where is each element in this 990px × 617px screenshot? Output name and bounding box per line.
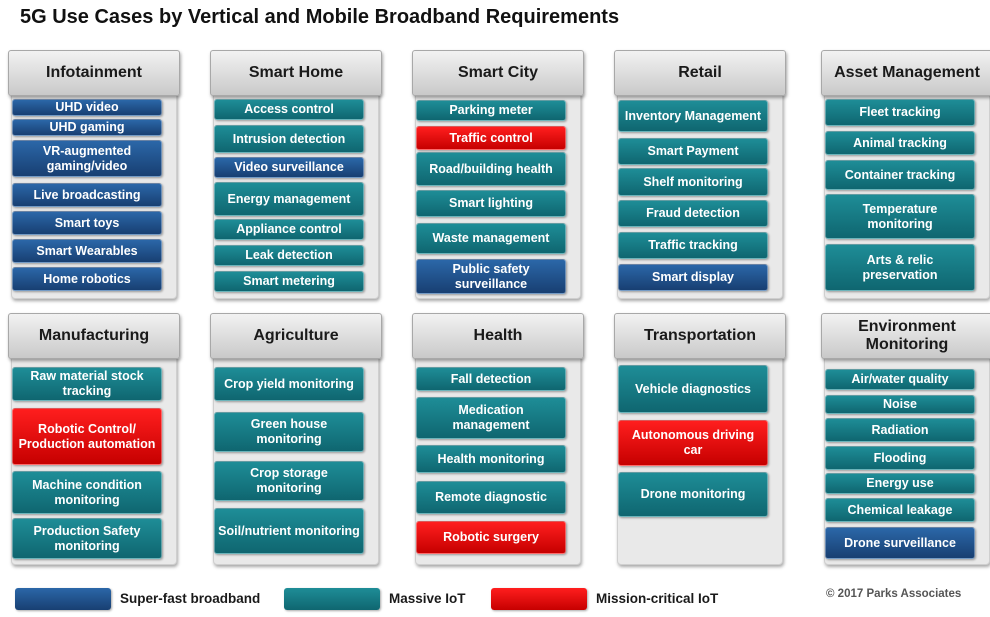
use-case-autonomous-driving-car: Autonomous driving car [618, 420, 768, 466]
use-case-air-water-quality: Air/water quality [825, 369, 975, 390]
vertical-title-health: Health [412, 313, 584, 359]
use-case-green-house-monitoring: Green house monitoring [214, 412, 364, 452]
use-case-appliance-control: Appliance control [214, 219, 364, 240]
use-case-energy-management: Energy management [214, 182, 364, 216]
use-case-smart-metering: Smart metering [214, 271, 364, 292]
use-case-vr-augmented-gaming-video: VR-augmented gaming/video [12, 140, 162, 177]
use-case-noise: Noise [825, 395, 975, 414]
vertical-title-agriculture: Agriculture [210, 313, 382, 359]
use-case-public-safety-surveillance: Public safety surveillance [416, 259, 566, 294]
use-case-video-surveillance: Video surveillance [214, 157, 364, 178]
vertical-title-asset-management: Asset Management [821, 50, 990, 96]
use-case-drone-surveillance: Drone surveillance [825, 527, 975, 559]
legend-label-massive-iot: Massive IoT [389, 591, 466, 606]
use-case-crop-yield-monitoring: Crop yield monitoring [214, 367, 364, 401]
use-case-remote-diagnostic: Remote diagnostic [416, 481, 566, 514]
vertical-panel-environment-monitoring [824, 320, 990, 565]
use-case-traffic-control: Traffic control [416, 126, 566, 150]
use-case-raw-material-stock-tracking: Raw material stock tracking [12, 367, 162, 401]
use-case-flooding: Flooding [825, 446, 975, 470]
use-case-robotic-control-production-automation: Robotic Control/ Production automation [12, 408, 162, 465]
use-case-machine-condition-monitoring: Machine condition monitoring [12, 471, 162, 514]
use-case-uhd-gaming: UHD gaming [12, 119, 162, 136]
use-case-energy-use: Energy use [825, 473, 975, 494]
use-case-drone-monitoring: Drone monitoring [618, 472, 768, 517]
use-case-soil-nutrient-monitoring: Soil/nutrient monitoring [214, 508, 364, 554]
legend-swatch-super-fast-broadband [15, 588, 111, 610]
use-case-smart-toys: Smart toys [12, 211, 162, 235]
use-case-traffic-tracking: Traffic tracking [618, 232, 768, 259]
use-case-live-broadcasting: Live broadcasting [12, 183, 162, 207]
vertical-title-smart-home: Smart Home [210, 50, 382, 96]
use-case-leak-detection: Leak detection [214, 245, 364, 266]
use-case-uhd-video: UHD video [12, 99, 162, 116]
use-case-animal-tracking: Animal tracking [825, 131, 975, 155]
vertical-title-manufacturing: Manufacturing [8, 313, 180, 359]
vertical-title-infotainment: Infotainment [8, 50, 180, 96]
use-case-medication-management: Medication management [416, 397, 566, 439]
use-case-fall-detection: Fall detection [416, 367, 566, 391]
legend-label-super-fast-broadband: Super-fast broadband [120, 591, 261, 606]
vertical-title-smart-city: Smart City [412, 50, 584, 96]
use-case-home-robotics: Home robotics [12, 267, 162, 291]
use-case-robotic-surgery: Robotic surgery [416, 521, 566, 554]
use-case-intrusion-detection: Intrusion detection [214, 125, 364, 153]
use-case-fleet-tracking: Fleet tracking [825, 99, 975, 126]
copyright: © 2017 Parks Associates [826, 588, 962, 600]
use-case-shelf-monitoring: Shelf monitoring [618, 168, 768, 196]
use-case-arts-relic-preservation: Arts & relic preservation [825, 244, 975, 291]
vertical-title-environment-monitoring: Environment Monitoring [821, 313, 990, 359]
use-case-parking-meter: Parking meter [416, 100, 566, 121]
use-case-smart-lighting: Smart lighting [416, 190, 566, 217]
use-case-smart-wearables: Smart Wearables [12, 239, 162, 263]
use-case-temperature-monitoring: Temperature monitoring [825, 194, 975, 239]
use-case-production-safety-monitoring: Production Safety monitoring [12, 518, 162, 559]
use-case-inventory-management: Inventory Management [618, 100, 768, 132]
use-case-access-control: Access control [214, 99, 364, 120]
use-case-road-building-health: Road/building health [416, 152, 566, 186]
legend-label-mission-critical-iot: Mission-critical IoT [596, 591, 719, 606]
use-case-container-tracking: Container tracking [825, 160, 975, 190]
use-case-smart-display: Smart display [618, 264, 768, 291]
vertical-title-retail: Retail [614, 50, 786, 96]
use-case-fraud-detection: Fraud detection [618, 200, 768, 227]
legend-swatch-massive-iot [284, 588, 380, 610]
use-case-vehicle-diagnostics: Vehicle diagnostics [618, 365, 768, 413]
vertical-title-transportation: Transportation [614, 313, 786, 359]
use-case-smart-payment: Smart Payment [618, 138, 768, 165]
use-case-crop-storage-monitoring: Crop storage monitoring [214, 461, 364, 501]
legend-swatch-mission-critical-iot [491, 588, 587, 610]
use-case-waste-management: Waste management [416, 223, 566, 254]
use-case-health-monitoring: Health monitoring [416, 445, 566, 473]
page-title: 5G Use Cases by Vertical and Mobile Broa… [20, 6, 620, 28]
use-case-radiation: Radiation [825, 418, 975, 442]
use-case-chemical-leakage: Chemical leakage [825, 498, 975, 522]
